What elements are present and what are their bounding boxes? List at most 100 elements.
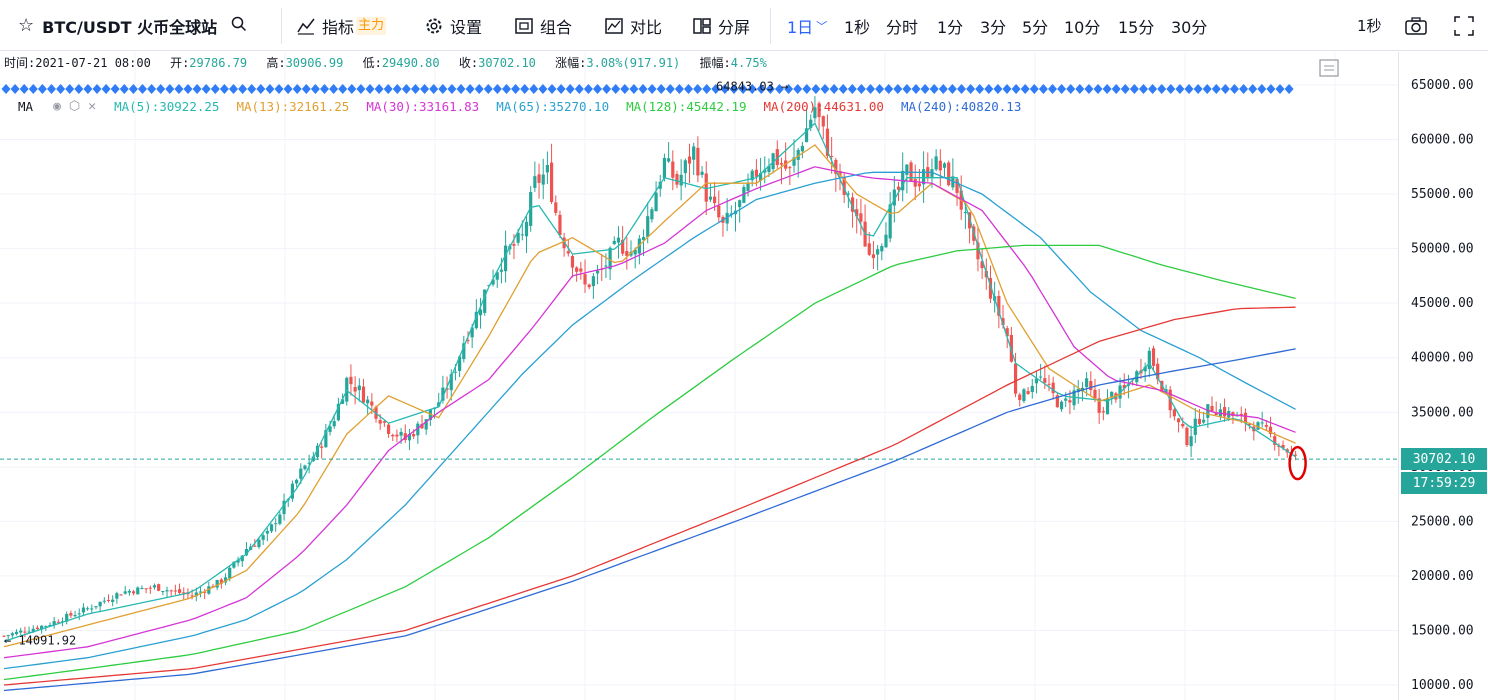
candle-body [106,599,111,601]
high-value: 30906.99 [285,56,344,70]
candle-body [470,327,474,338]
toolbar-divider [770,8,771,44]
right-interval[interactable]: 1秒 [1357,17,1382,35]
candle-body [144,588,148,590]
signal-diamond [47,84,56,94]
signal-diamond [1102,84,1112,94]
candle-body [1181,423,1185,427]
signal-diamond [56,84,66,94]
candle-body [123,591,127,594]
interval-timeline[interactable]: 分时 [886,17,919,37]
signal-diamond [993,84,1003,94]
signal-diamond [383,84,393,94]
candle-body [725,212,729,224]
signal-diamond [1066,84,1076,94]
search-icon[interactable] [231,16,247,36]
signal-diamond [192,84,202,94]
signal-diamond [1157,84,1167,94]
settings-button[interactable]: 设置 [424,0,482,51]
candle-body [1068,400,1072,403]
signal-diamond [1193,84,1203,94]
eye-icon[interactable]: ◉ [53,99,61,114]
signal-diamond [1284,84,1294,94]
candle-body [704,173,708,202]
signal-diamond [465,84,475,94]
candle-body [545,164,549,173]
candle-body [52,621,56,626]
interval-10m[interactable]: 10分 [1064,17,1101,37]
split-screen-button[interactable]: 分屏 [692,0,750,51]
combine-button[interactable]: 组合 [514,0,572,51]
candle-body [303,465,307,470]
interval-3m[interactable]: 3分 [980,17,1007,37]
candle-body [913,179,917,187]
interval-30m[interactable]: 30分 [1171,17,1208,37]
price-chart[interactable]: 64843.03 → ← 14091.92 [0,52,1398,700]
candle-body [692,146,696,160]
ma128-value: MA(128):45442.19 [626,99,747,114]
candle-body [1013,363,1018,394]
signal-diamond [147,84,157,94]
signal-diamond [74,84,84,94]
candle-body [1147,350,1151,370]
signal-diamond [1075,84,1085,94]
interval-1s[interactable]: 1秒 [844,17,871,37]
candle-body [274,523,278,525]
candle-body [533,176,537,188]
candle-body [888,204,892,239]
candle-body [934,156,938,170]
close-icon[interactable]: ✕ [88,99,97,114]
interval-1m[interactable]: 1分 [937,17,964,37]
signal-diamond [1257,84,1267,94]
indicators-button[interactable]: 指标 主力 [296,0,387,51]
signal-diamond [829,84,839,94]
symbol-selector[interactable]: ☆ BTC/USDT 火币全球站 [18,0,247,51]
interval-dropdown[interactable]: 1日 ﹀ [787,0,827,51]
candle-body [604,265,608,267]
candle-body [717,205,721,218]
candle-body [86,608,90,610]
star-icon[interactable]: ☆ [18,15,35,36]
signal-diamond [838,84,848,94]
signal-diamond [957,84,966,94]
signal-diamond [984,84,994,94]
settings-hex-icon[interactable]: ⬡ [68,99,81,114]
signal-diamond [665,84,675,94]
compare-button[interactable]: 对比 [604,0,662,51]
candle-body [336,403,340,421]
candle-body [261,535,265,540]
candle-body [1164,389,1168,392]
candle-body [115,593,119,599]
ma13-value: MA(13):32161.25 [236,99,350,114]
candle-body [198,591,203,593]
candle-body [980,261,984,269]
candle-body [445,388,449,390]
signal-diamond [347,84,357,94]
price-axis[interactable]: 65000.00 60000.00 55000.00 50000.00 45000.00… [1398,52,1488,700]
signal-diamond [1166,84,1176,94]
candle-body [1055,395,1059,408]
candle-body [1273,436,1277,445]
signal-diamond [1202,84,1212,94]
interval-15m[interactable]: 15分 [1118,17,1155,37]
candle-body [654,192,658,212]
interval-active-label: 1日 [787,17,814,37]
signal-diamond [765,84,775,94]
change-value: 3.08%(917.91) [586,56,681,70]
signal-diamond [966,84,976,94]
drawing-tool-icon[interactable] [1319,59,1339,77]
interval-5m[interactable]: 5分 [1022,17,1049,37]
candle-body [570,256,575,268]
candle-body [31,628,35,632]
camera-icon[interactable] [1404,0,1428,51]
high-label: 高: [266,56,286,70]
candle-body [896,186,901,190]
candle-body [299,468,303,479]
fullscreen-icon[interactable] [1453,0,1475,51]
candle-body [825,128,830,156]
signal-diamond [292,84,302,94]
signal-diamond [947,84,957,94]
signal-diamond [456,84,466,94]
candle-body [583,274,587,285]
layout-icon [693,17,711,34]
